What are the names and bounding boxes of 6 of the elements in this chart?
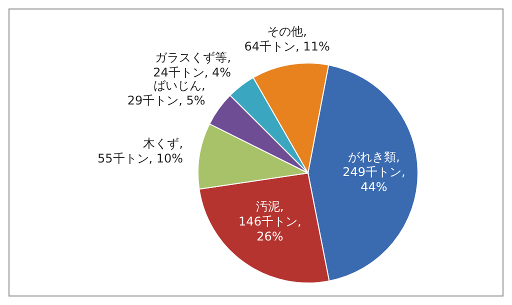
slice-label: がれき類, 249千トン, 44%	[342, 150, 406, 194]
slice-label: 木くず, 55千トン, 10%	[98, 136, 184, 166]
slice-label: ばいじん, 29千トン, 5%	[127, 78, 206, 108]
slice-label: ガラスくず等, 24千トン, 4%	[153, 50, 232, 80]
slice-label: その他, 64千トン, 11%	[244, 24, 330, 54]
slice-label: 汚泥, 146千トン, 26%	[238, 200, 302, 244]
